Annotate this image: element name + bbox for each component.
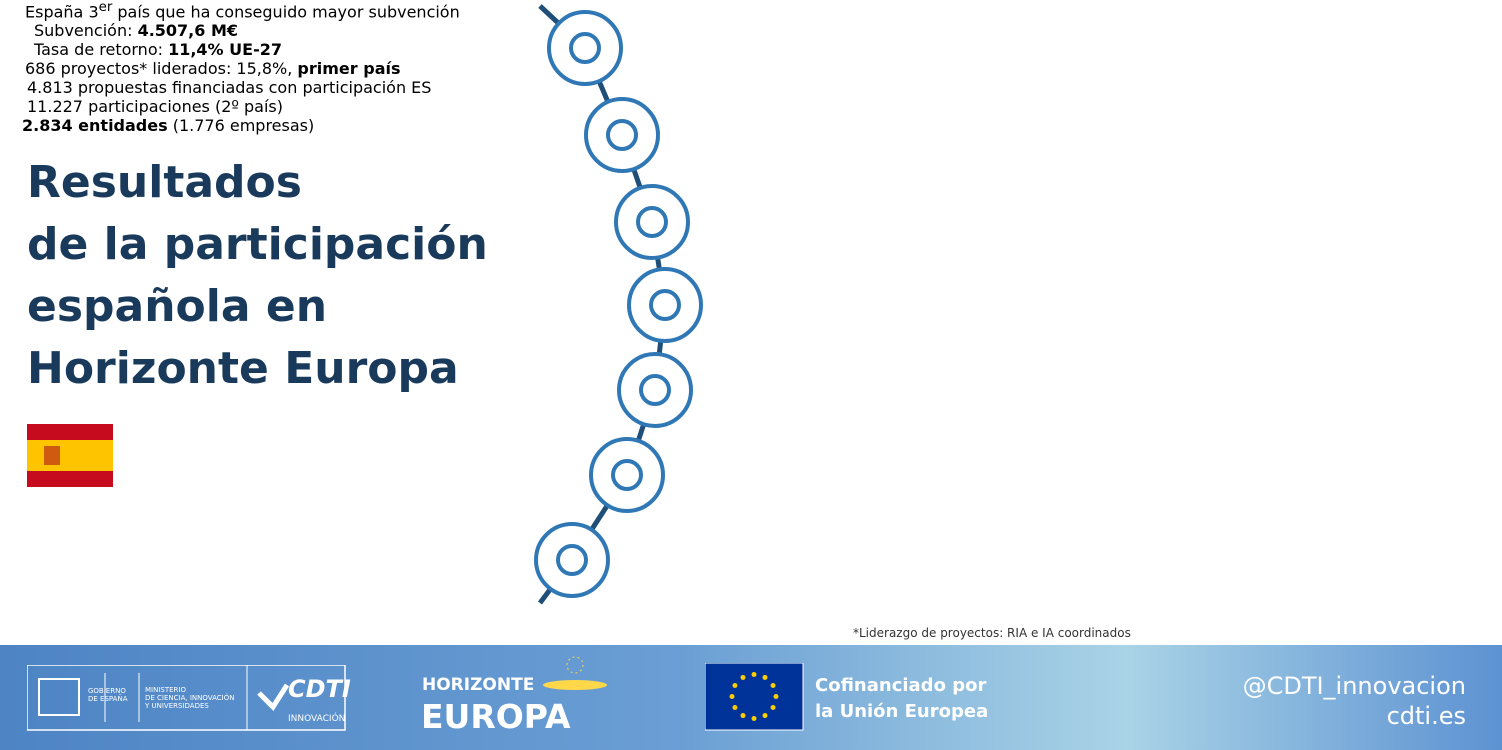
ministerio: MINISTERIO DE CIENCIA, INNOVACIÓN Y UNIVER… <box>145 686 234 710</box>
text: MINISTERIO <box>145 686 186 694</box>
icon-circle <box>534 522 610 598</box>
star <box>740 674 746 680</box>
gov-logo <box>27 665 346 731</box>
item-text: Tasa de retorno: <box>34 40 169 60</box>
star <box>732 705 738 710</box>
star <box>732 683 738 688</box>
item-text: Subvención: <box>34 21 138 41</box>
item-bar: España 3er país que ha conseguido mayor … <box>0 0 885 21</box>
icon <box>569 32 601 64</box>
item-text: 4.507,6 M€ <box>137 21 239 41</box>
item-bar: 2.834 entidades (1.776 empresas) <box>0 116 892 135</box>
contact: @CDTI_innovacion cdti.es <box>1243 671 1466 731</box>
item-text: 4.813 propuestas financiadas con partici… <box>27 78 432 98</box>
eu-flag <box>705 663 804 731</box>
item-text: primer país <box>297 59 401 79</box>
europa: EUROPA <box>421 697 571 736</box>
item-bar: 4.813 propuestas financiadas con partici… <box>0 78 819 97</box>
footnote: *Liderazgo de proyectos: RIA e IA coordi… <box>853 626 1131 640</box>
footer: GOBIERNO DE ESPAÑA MINISTERIO DE CIENCIA, … <box>0 645 1502 750</box>
star <box>762 674 768 680</box>
horizonte: HORIZONTE <box>422 675 535 695</box>
text: Y UNIVERSIDADES <box>145 702 209 710</box>
text: DE CIENCIA, INNOVACIÓN <box>145 694 235 702</box>
item-text: 11,4% UE-27 <box>168 40 282 60</box>
item-text: España 3 <box>25 2 99 22</box>
icon <box>636 206 668 238</box>
star <box>762 713 768 719</box>
title-line: Horizonte Europa <box>27 343 459 394</box>
item-text: 11.227 participaciones (2º país) <box>27 97 283 117</box>
gobierno: GOBIERNO DE ESPAÑA <box>88 687 128 703</box>
icon-circle <box>614 184 690 260</box>
icon-circle <box>627 267 703 343</box>
star <box>770 683 776 688</box>
item-text: 686 proyectos* liderados: 15,8%, <box>25 59 298 79</box>
star <box>751 672 757 677</box>
icon <box>606 119 638 151</box>
item-bar: 686 proyectos* liderados: 15,8%, primer … <box>0 59 805 78</box>
title-line: Resultados <box>27 157 302 208</box>
title-line: española en <box>27 281 328 332</box>
icon <box>649 289 681 321</box>
handle: @CDTI_innovacion <box>1242 672 1466 700</box>
icon-circle <box>617 352 693 428</box>
cofinanciado: Cofinanciado por la Unión Europea <box>815 673 988 725</box>
icon <box>611 459 643 491</box>
star <box>729 694 735 699</box>
star <box>773 694 779 699</box>
text: DE ESPAÑA <box>88 695 128 703</box>
cdti-sub: INNOVACIÓN <box>288 714 346 724</box>
item-text: país que ha conseguido mayor subvención <box>112 2 460 22</box>
icon-circle <box>589 437 665 513</box>
icon <box>556 544 588 576</box>
icons <box>534 10 703 598</box>
title-line: de la participación <box>27 219 488 270</box>
text: la Unión Europea <box>815 701 989 722</box>
item-text: (1.776 empresas) <box>167 116 315 136</box>
icon-circle <box>584 97 660 173</box>
star <box>770 705 776 710</box>
star <box>740 713 746 719</box>
title: Resultados de la participación española en… <box>27 152 488 400</box>
item-text: 2.834 entidades <box>22 116 168 136</box>
web: cdti.es <box>1386 702 1466 730</box>
item-bar: Tasa de retorno: 11,4% UE-27 <box>0 40 836 59</box>
horizon-swoosh <box>543 656 607 690</box>
item-bar: Subvención: 4.507,6 M€ <box>0 21 866 40</box>
cdti: CDTI <box>288 675 351 703</box>
icon <box>639 374 671 406</box>
text: Cofinanciado por <box>815 675 987 696</box>
icon-circle <box>547 10 623 86</box>
item-bar: 11.227 participaciones (2º país) <box>0 97 847 116</box>
text: GOBIERNO <box>88 687 126 695</box>
item-text: er <box>98 0 113 15</box>
star <box>751 716 757 721</box>
flag <box>27 424 113 487</box>
